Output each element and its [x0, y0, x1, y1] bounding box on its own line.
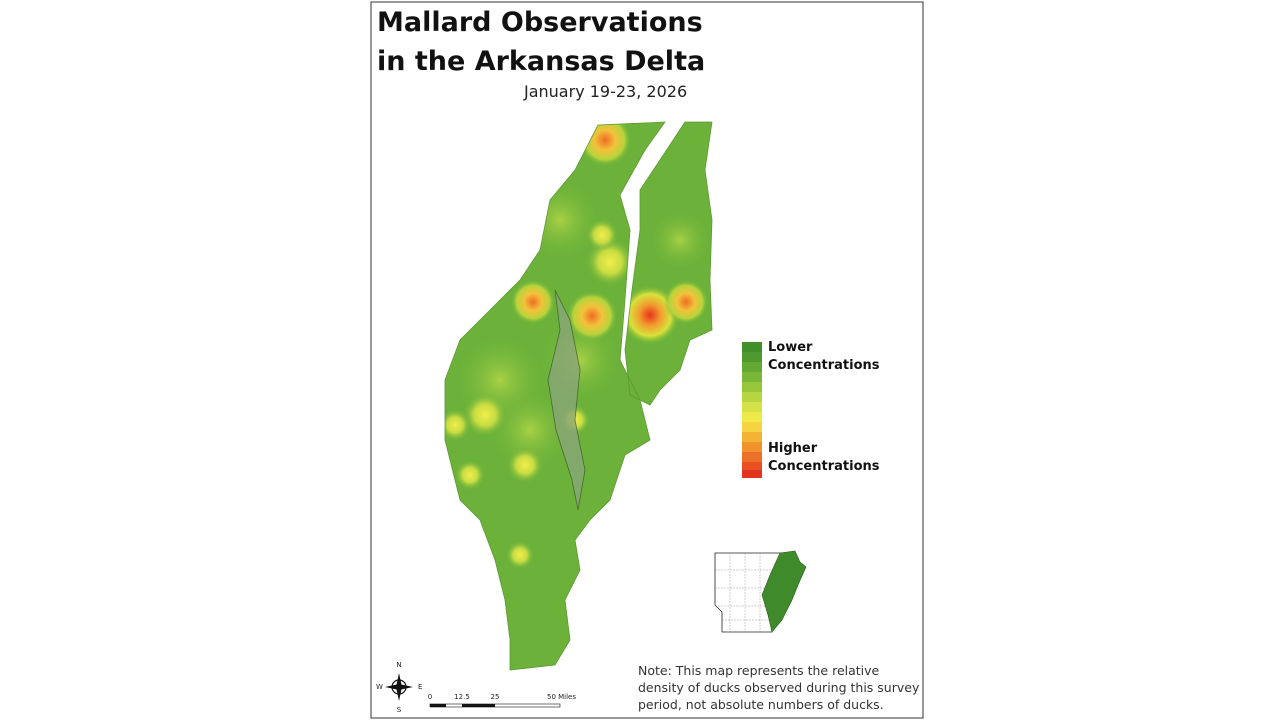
scale-label: 12.5 — [454, 693, 470, 701]
legend-label: Lower — [768, 340, 813, 355]
legend-ramp — [742, 342, 762, 478]
compass-rose — [385, 673, 413, 701]
delta-outline — [444, 121, 713, 671]
scale-label: 0 — [428, 693, 432, 701]
locator-map — [714, 550, 807, 633]
legend-label: Higher — [768, 441, 818, 456]
note-text: density of ducks observed during this su… — [638, 680, 920, 695]
map-title: in the Arkansas Delta — [377, 46, 705, 77]
map-title: Mallard Observations — [377, 7, 703, 38]
scale-label: 25 — [491, 693, 500, 701]
compass-label: N — [396, 661, 401, 669]
legend-label: Concentrations — [768, 358, 880, 373]
legend-label: Concentrations — [768, 459, 880, 474]
compass-label: W — [376, 683, 383, 691]
map-subtitle: January 19-23, 2026 — [523, 82, 687, 101]
note-text: Note: This map represents the relative — [638, 663, 880, 678]
compass-label: S — [397, 706, 402, 714]
scale-label: 50 Miles — [547, 693, 576, 701]
scale-bar — [429, 703, 561, 708]
compass-label: E — [418, 683, 422, 691]
note-text: period, not absolute numbers of ducks. — [638, 697, 884, 712]
